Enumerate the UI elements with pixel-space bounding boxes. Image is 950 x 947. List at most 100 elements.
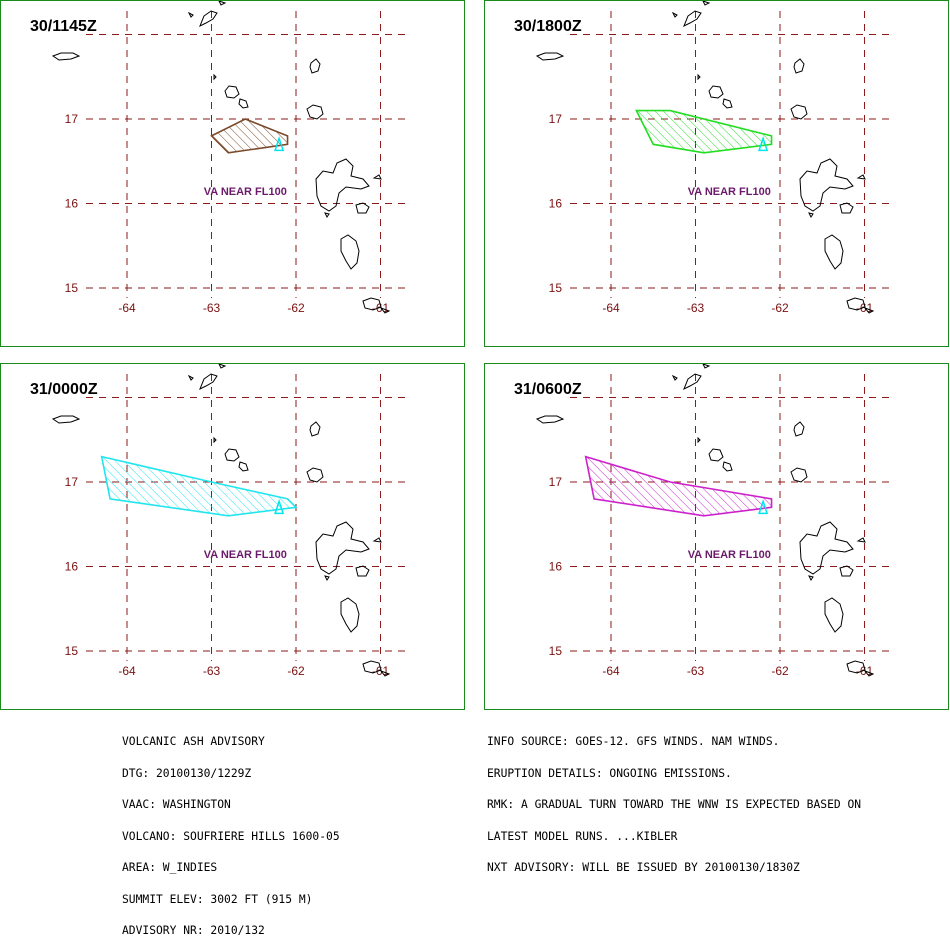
island-outline (213, 436, 217, 444)
ash-cloud-polygon (584, 455, 773, 517)
lon-tick-label: -63 (687, 301, 705, 315)
island-outline (722, 461, 733, 472)
lon-tick-label: -63 (203, 301, 221, 315)
lon-tick-label: -62 (287, 664, 305, 678)
map-panel-4: 17 16 15 -64 -63 -62 -61 VA NEAR FL100 31/0600Z (484, 363, 949, 710)
island-outline (808, 575, 814, 581)
island-outline (846, 660, 866, 674)
advisory-line: LATEST MODEL RUNS. ...KIBLER (487, 829, 678, 843)
map-panel-1: 17 16 15 -64 -63 -62 -61 VA NEAR FL100 30/1145Z (0, 0, 465, 347)
island-outline (839, 565, 854, 577)
volcano-icon (758, 498, 769, 515)
island-outline (306, 467, 324, 483)
island-outline (671, 374, 678, 381)
advisory-text-left: VOLCANIC ASH ADVISORY DTG: 20100130/1229… (122, 716, 340, 947)
lon-tick-label: -64 (602, 301, 620, 315)
lat-tick-label: 16 (65, 560, 79, 574)
island-outline (224, 85, 240, 99)
island-outline (199, 373, 218, 391)
lon-tick-label: -64 (118, 664, 136, 678)
advisory-line: VOLCANIC ASH ADVISORY (122, 735, 265, 749)
panel-time-label: 30/1800Z (514, 18, 582, 35)
map-panel-2: 17 16 15 -64 -63 -62 -61 VA NEAR FL100 30/1800Z (484, 0, 949, 347)
island-outline (309, 421, 321, 437)
panel-time-label: 30/1145Z (30, 18, 97, 35)
ash-cloud-polygon (100, 455, 298, 517)
ash-cloud-polygon (210, 118, 289, 154)
lon-tick-label: -63 (687, 664, 705, 678)
island-outline (799, 158, 854, 212)
island-outline (671, 11, 678, 18)
lat-tick-label: 17 (549, 112, 563, 126)
island-outline (340, 597, 360, 633)
advisory-line: VAAC: WASHINGTON (122, 798, 231, 812)
lat-tick-label: 16 (549, 560, 563, 574)
island-outline (187, 374, 194, 381)
island-outline (708, 85, 724, 99)
island-outline (213, 73, 217, 81)
island-outline (199, 10, 218, 28)
island-outline (355, 565, 370, 577)
island-outline (315, 158, 370, 212)
island-outline (856, 537, 866, 543)
lat-tick-label: 15 (65, 281, 79, 295)
advisory-line: ERUPTION DETAILS: ONGOING EMISSIONS. (487, 766, 732, 780)
advisory-line: DTG: 20100130/1229Z (122, 766, 252, 780)
island-outline (340, 234, 360, 270)
lon-tick-label: -63 (203, 664, 221, 678)
island-outline (379, 306, 391, 314)
va-level-label: VA NEAR FL100 (204, 186, 287, 198)
island-outline (856, 174, 866, 180)
advisory-text-right: INFO SOURCE: GOES-12. GFS WINDS. NAM WIN… (487, 716, 861, 884)
island-outline (863, 669, 875, 677)
island-outline (793, 58, 805, 74)
island-outline (702, 1, 711, 6)
island-outline (824, 234, 844, 270)
island-outline (846, 297, 866, 311)
advisory-line: ADVISORY NR: 2010/132 (122, 924, 265, 938)
island-outline (808, 212, 814, 218)
island-outline (218, 364, 227, 369)
island-outline (51, 415, 81, 424)
va-level-label: VA NEAR FL100 (688, 549, 771, 561)
island-outline (372, 537, 382, 543)
island-outline (535, 52, 565, 61)
island-outline (697, 73, 701, 81)
island-outline (708, 448, 724, 462)
panel-time-label: 31/0000Z (30, 381, 98, 398)
island-outline (379, 669, 391, 677)
volcano-icon (274, 498, 285, 515)
island-outline (224, 448, 240, 462)
island-outline (863, 306, 875, 314)
va-level-label: VA NEAR FL100 (204, 549, 287, 561)
va-level-label: VA NEAR FL100 (688, 186, 771, 198)
island-outline (683, 10, 702, 28)
island-outline (315, 521, 370, 575)
lat-tick-label: 17 (65, 475, 79, 489)
ash-cloud-polygon (635, 109, 773, 154)
island-outline (355, 202, 370, 214)
volcano-icon (758, 135, 769, 152)
lat-tick-label: 17 (65, 112, 79, 126)
lon-tick-label: -62 (771, 664, 789, 678)
island-outline (683, 373, 702, 391)
island-outline (824, 597, 844, 633)
island-outline (306, 104, 324, 120)
lat-tick-label: 17 (549, 475, 563, 489)
island-outline (790, 467, 808, 483)
island-outline (793, 421, 805, 437)
island-outline (309, 58, 321, 74)
lon-tick-label: -64 (118, 301, 136, 315)
map-panel-3: 17 16 15 -64 -63 -62 -61 VA NEAR FL100 31/0000Z (0, 363, 465, 710)
island-outline (218, 1, 227, 6)
lat-tick-label: 15 (549, 281, 563, 295)
panel-time-label: 31/0600Z (514, 381, 582, 398)
volcano-icon (274, 135, 285, 152)
island-outline (238, 461, 249, 472)
island-outline (702, 364, 711, 369)
island-outline (324, 212, 330, 218)
island-outline (839, 202, 854, 214)
